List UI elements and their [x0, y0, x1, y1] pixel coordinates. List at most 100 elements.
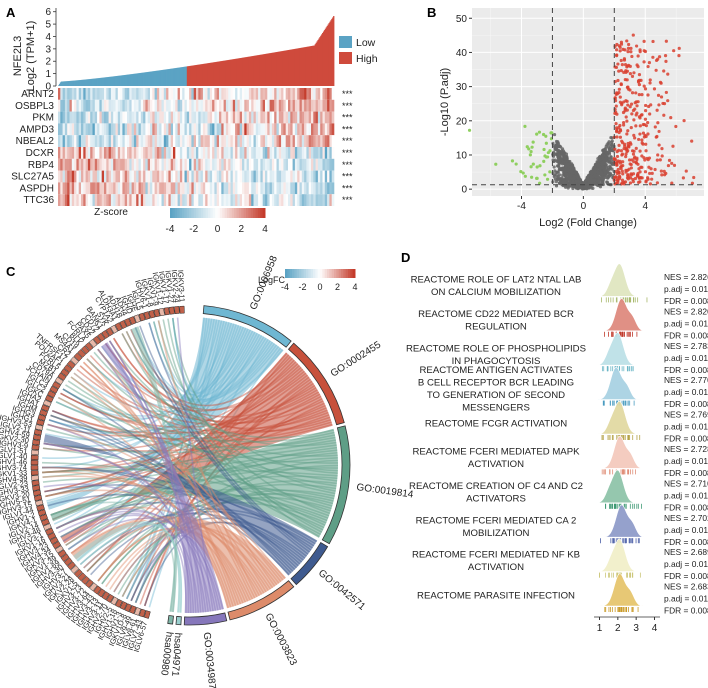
gene-arc: [101, 591, 110, 601]
point-upregulated: [620, 139, 624, 143]
heatmap-cell: [120, 135, 123, 147]
expression-bar: [202, 63, 204, 86]
heatmap-cell: [322, 99, 326, 112]
heatmap-cell: [62, 194, 66, 206]
heatmap-cell: [200, 182, 204, 195]
expression-bar: [130, 74, 132, 86]
logfc-gradient-step: [317, 269, 321, 278]
heatmap-cell: [71, 111, 75, 124]
expression-bar: [235, 58, 237, 86]
heatmap-cell: [117, 111, 121, 124]
heatmap-cell: [129, 182, 132, 195]
ridge-density: [597, 504, 657, 538]
heatmap-cell: [99, 135, 102, 147]
point-upregulated: [677, 54, 681, 58]
logfc-tick-label: -4: [281, 282, 289, 292]
expression-bar: [151, 71, 154, 86]
gene-arc: [119, 320, 128, 329]
heatmap-cell: [207, 194, 211, 206]
heatmap-cell: [163, 135, 167, 147]
heatmap-cell: [99, 123, 102, 136]
heatmap-cell: [152, 158, 155, 171]
heatmap-cell: [76, 182, 79, 195]
heatmap-cell: [262, 135, 266, 147]
expression-bar: [228, 59, 230, 86]
point-upregulated: [616, 78, 620, 83]
ridge-density: [597, 538, 657, 572]
point-not-significant: [607, 147, 611, 152]
expression-bar: [161, 70, 163, 86]
heatmap-cell: [212, 123, 215, 136]
gene-arc: [81, 345, 90, 355]
expression-bar: [193, 65, 195, 86]
gene-arc: [97, 332, 106, 342]
heatmap-cell: [285, 111, 289, 124]
point-upregulated: [622, 182, 626, 186]
heatmap-cell: [244, 99, 247, 112]
heatmap-cell: [225, 147, 229, 159]
heatmap-cell: [87, 194, 91, 206]
heatmap-cell: [276, 170, 280, 183]
heatmap-cell: [253, 135, 257, 147]
heatmap-cell: [94, 170, 98, 183]
heatmap-cell: [131, 99, 135, 112]
logfc-gradient-step: [308, 269, 312, 278]
expression-bar: [301, 47, 304, 86]
expression-bar: [171, 68, 173, 86]
expression-bar: [165, 69, 167, 86]
pathway-padj: p.adj = 0.013: [664, 353, 708, 363]
heatmap-cell: [196, 147, 199, 159]
gene-arc: [36, 419, 45, 426]
heatmap-cell: [85, 147, 89, 159]
heatmap-cell: [60, 99, 63, 112]
heatmap-cell: [159, 182, 162, 195]
heatmap-cell: [315, 135, 319, 147]
expression-bar: [158, 70, 160, 86]
expression-bar: [152, 71, 155, 86]
heatmap-cell: [299, 123, 303, 136]
heatmap-cell: [163, 158, 167, 171]
point-upregulated: [633, 176, 638, 181]
point-downregulated: [542, 147, 546, 152]
heatmap-cell: [60, 170, 63, 183]
point-upregulated: [682, 119, 686, 123]
heatmap-cell: [117, 170, 121, 183]
heatmap-cell: [292, 170, 296, 183]
heatmap-cell: [145, 135, 148, 147]
expression-bar: [249, 56, 251, 86]
heatmap-cell: [131, 158, 135, 171]
heatmap-cell: [108, 99, 112, 112]
heatmap-cell: [60, 147, 63, 159]
point-downregulated: [523, 124, 527, 128]
heatmap-cell: [184, 111, 188, 124]
heatmap-cell: [159, 99, 162, 112]
expression-bar: [300, 47, 303, 86]
expression-bar: [101, 77, 103, 86]
expression-bar: [80, 79, 82, 86]
heatmap-cell: [145, 182, 148, 195]
expression-bar: [231, 59, 234, 86]
heatmap-cell: [170, 147, 174, 159]
zscore-tick-label: 4: [262, 224, 268, 235]
heatmap-cell: [62, 182, 66, 195]
expression-bar: [317, 39, 319, 86]
heatmap-cell: [200, 158, 204, 171]
point-not-significant: [600, 155, 605, 159]
point-upregulated: [646, 93, 650, 97]
logfc-gradient-step: [320, 269, 323, 278]
heatmap-cell: [115, 182, 119, 195]
expression-bar: [205, 63, 207, 86]
point-upregulated: [644, 103, 648, 108]
point-upregulated: [622, 70, 626, 74]
point-upregulated: [650, 171, 654, 175]
term-label: GO:0042571: [316, 568, 368, 613]
heatmap-cell: [161, 170, 165, 183]
heatmap-cell: [283, 194, 286, 206]
heatmap-cell: [186, 88, 190, 100]
heatmap-cell: [92, 88, 96, 100]
point-upregulated: [622, 120, 626, 125]
heatmap-cell: [154, 194, 158, 206]
logfc-gradient-step: [348, 269, 351, 278]
point-upregulated: [655, 181, 660, 185]
